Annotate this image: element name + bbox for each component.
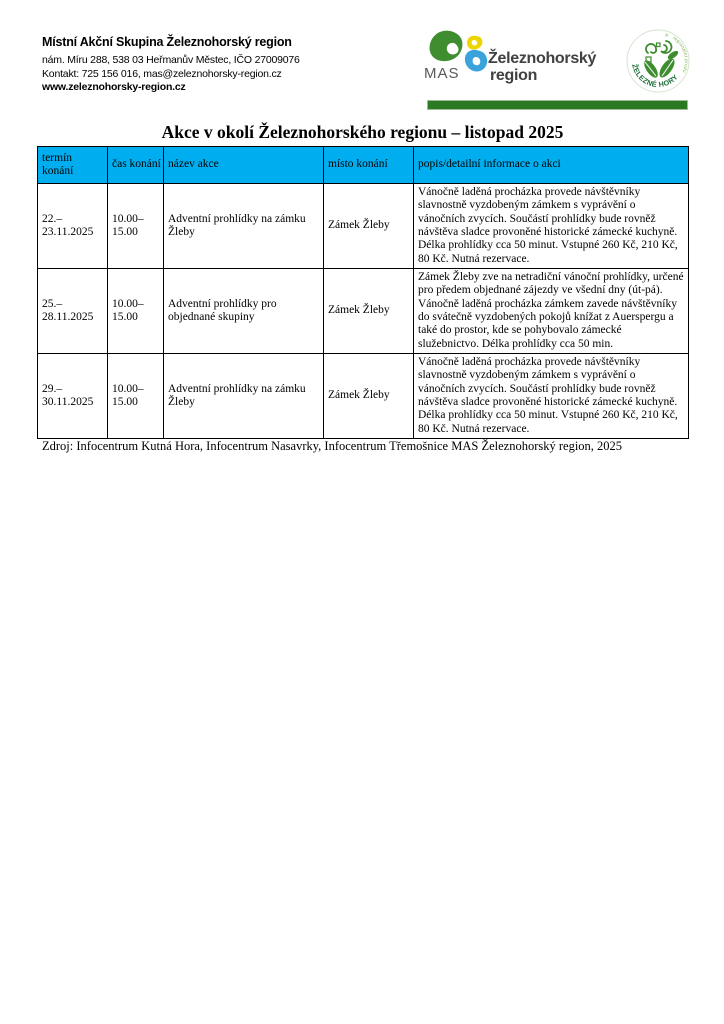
event-time-cell: 10.00– 15.00 bbox=[107, 268, 164, 354]
mas-logo-yellow-cutout bbox=[471, 40, 478, 46]
mas-logo-blue-cutout bbox=[472, 57, 481, 66]
col-header-place: místo konání bbox=[323, 146, 414, 184]
round-logo-registered-mark: ® bbox=[665, 32, 669, 38]
round-logo-ornament bbox=[644, 40, 679, 78]
event-description-cell: Zámek Žleby zve na netradiční vánoční pr… bbox=[413, 268, 689, 354]
event-place-cell: Zámek Žleby bbox=[323, 183, 414, 269]
source-note: Zdroj: Infocentrum Kutná Hora, Infocentr… bbox=[42, 439, 623, 453]
mas-title-line2: region bbox=[490, 67, 537, 84]
event-place-cell: Zámek Žleby bbox=[323, 353, 414, 439]
event-name-cell: Adventní prohlídky pro objednané skupiny bbox=[163, 268, 324, 354]
col-header-description: popis/detailní informace o akci bbox=[413, 146, 689, 184]
mas-abbr-label: MAS bbox=[424, 65, 460, 82]
org-address: nám. Míru 288, 538 03 Heřmanův Městec, I… bbox=[42, 54, 300, 66]
event-date-cell: 29.– 30.11.2025 bbox=[37, 353, 108, 439]
org-website: www.zeleznohorsky-region.cz bbox=[42, 81, 186, 93]
event-date-cell: 25.– 28.11.2025 bbox=[37, 268, 108, 354]
org-contact: Kontakt: 725 156 016, mas@zeleznohorsky-… bbox=[42, 67, 282, 80]
mas-title-line1: Železnohorský bbox=[488, 48, 597, 67]
mas-region-logo-icon: MAS Železnohorský region bbox=[424, 30, 597, 84]
event-place-cell: Zámek Žleby bbox=[323, 268, 414, 354]
event-time-cell: 10.00– 15.00 bbox=[107, 353, 164, 439]
event-row: 22.– 23.11.2025 10.00– 15.00 Adventní prohlí… bbox=[37, 183, 689, 269]
zelezne-hory-product-logo-icon: ŽELEZNÉ HORY regionální produkt ® bbox=[626, 29, 690, 93]
page-title: Akce v okolí Železnohorského regionu – l… bbox=[161, 122, 564, 142]
event-row: 29.– 30.11.2025 10.00– 15.00 Adventní prohlí… bbox=[37, 353, 689, 439]
events-table: termín konání čas konání název akce míst… bbox=[37, 146, 689, 439]
event-row: 25.– 28.11.2025 10.00– 15.00 Adventní prohlí… bbox=[37, 268, 689, 354]
org-header: Místní Akční Skupina Železnohorský regio… bbox=[42, 35, 300, 95]
round-logo-circle bbox=[626, 29, 690, 93]
event-name-cell: Adventní prohlídky na zámku Žleby bbox=[163, 183, 324, 269]
col-header-time: čas konání bbox=[107, 146, 164, 184]
mas-logo-green-shape bbox=[429, 30, 463, 62]
org-name: Místní Akční Skupina Železnohorský regio… bbox=[42, 35, 292, 49]
col-header-date: termín konání bbox=[37, 146, 108, 184]
event-description-cell: Vánočně laděná procházka provede návštěv… bbox=[413, 353, 689, 439]
event-date-cell: 22.– 23.11.2025 bbox=[37, 183, 108, 269]
col-header-name: název akce bbox=[163, 146, 324, 184]
event-name-cell: Adventní prohlídky na zámku Žleby bbox=[163, 353, 324, 439]
events-table-header: termín konání čas konání název akce míst… bbox=[37, 146, 689, 184]
green-divider-bar bbox=[427, 100, 688, 110]
mas-logo-green-cutout bbox=[446, 42, 459, 55]
event-description-cell: Vánočně laděná procházka provede návštěv… bbox=[413, 183, 689, 269]
event-time-cell: 10.00– 15.00 bbox=[107, 183, 164, 269]
